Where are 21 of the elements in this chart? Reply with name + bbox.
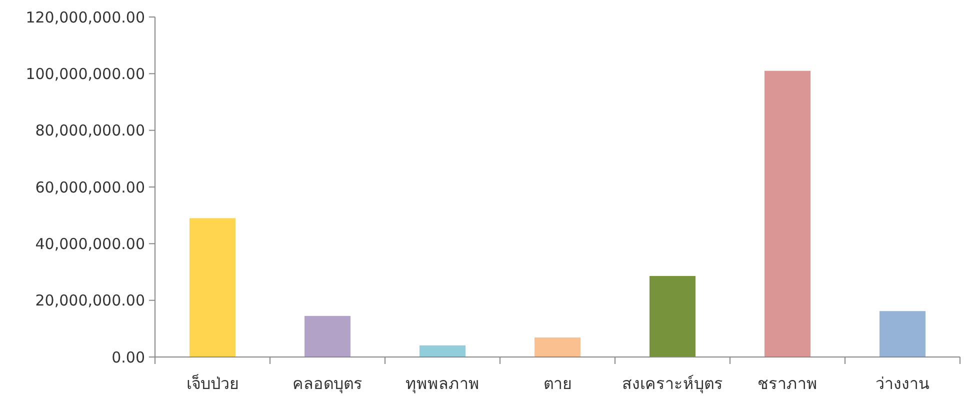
x-tick-label: เจ็บป่วย — [186, 373, 238, 393]
y-tick-label: 120,000,000.00 — [26, 8, 145, 26]
y-tick-label: 80,000,000.00 — [35, 122, 145, 140]
bar — [304, 316, 350, 357]
x-tick-label: ว่างงาน — [876, 374, 930, 393]
bar — [650, 276, 696, 357]
x-tick-label: ทุพพลภาพ — [406, 374, 480, 394]
y-tick-label: 40,000,000.00 — [35, 234, 145, 253]
bar — [534, 337, 580, 357]
bar — [420, 345, 466, 357]
bar — [880, 311, 926, 357]
y-tick-label: 60,000,000.00 — [35, 178, 145, 196]
y-tick-label: 0.00 — [112, 348, 145, 366]
bar — [190, 218, 236, 357]
x-tick-label: คลอดบุตร — [292, 374, 362, 394]
y-tick-label: 20,000,000.00 — [35, 292, 145, 310]
x-tick-label: ตาย — [544, 374, 572, 393]
x-tick-label: ชราภาพ — [758, 374, 818, 393]
x-tick-label: สงเคราะห์บุตร — [622, 374, 723, 394]
y-tick-label: 100,000,000.00 — [26, 64, 145, 83]
bar — [764, 70, 810, 357]
